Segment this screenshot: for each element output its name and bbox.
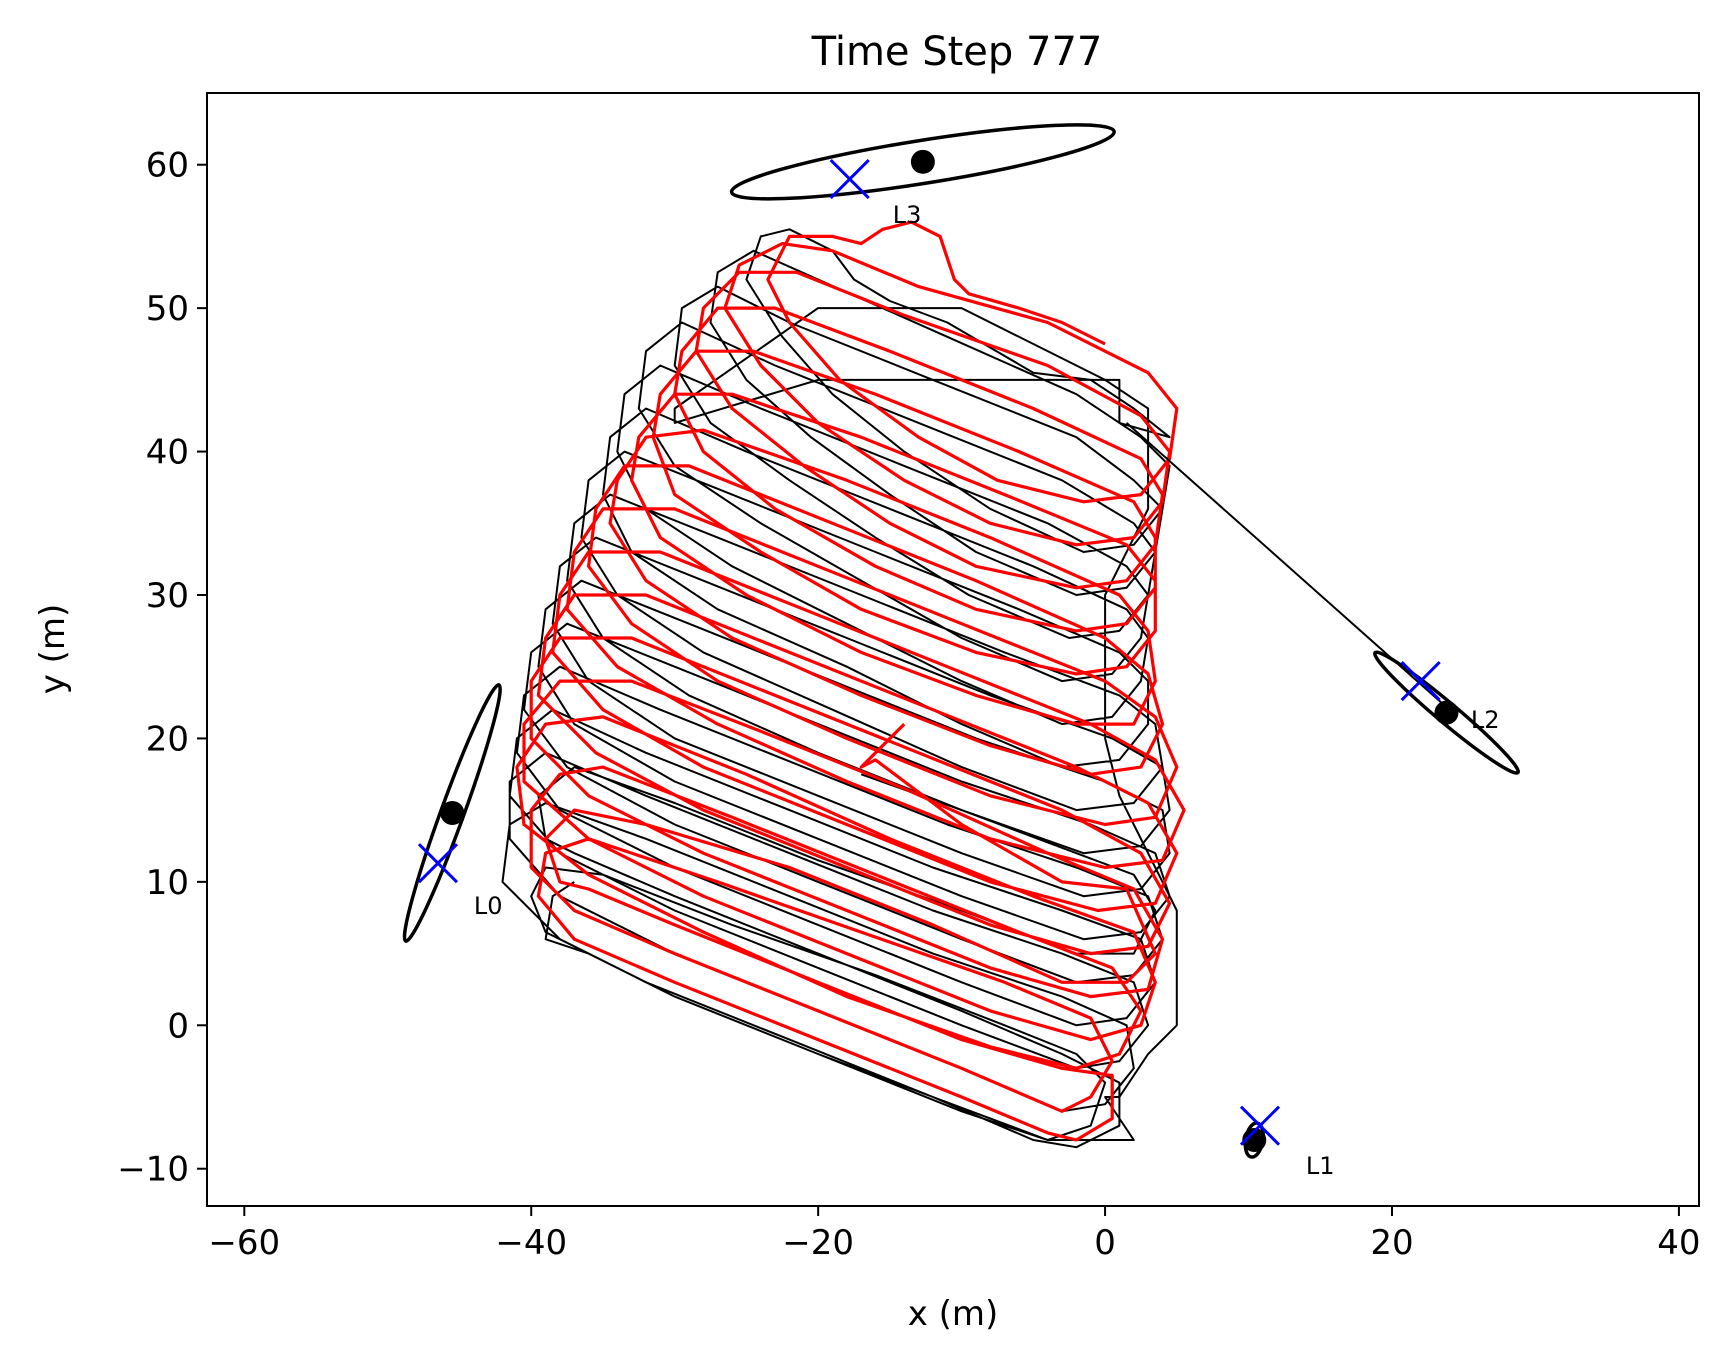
y-tick-label: 40 — [146, 433, 189, 473]
y-axis: −10 0 10 20 30 40 50 60 — [117, 146, 207, 1190]
y-tick-label: 20 — [146, 719, 189, 759]
landmark-L3-estimate-marker — [910, 149, 935, 174]
landmark-L2-estimate-marker — [1434, 700, 1459, 725]
y-tick-label: 50 — [146, 289, 189, 329]
x-tick-label: 0 — [1094, 1223, 1116, 1263]
x-axis-label: x (m) — [908, 1294, 999, 1334]
landmark-L3-true-marker — [829, 158, 870, 200]
axes-frame — [206, 92, 1700, 1207]
landmark-L1-estimate-marker — [1242, 1128, 1267, 1153]
y-tick-label: 0 — [167, 1006, 189, 1046]
x-tick-label: 20 — [1370, 1223, 1413, 1263]
true-marker-stroke — [1400, 660, 1441, 702]
landmark-L2-true-marker — [1400, 660, 1441, 702]
landmark-L1-label: L1 — [1306, 1152, 1335, 1180]
landmark-L0-true-marker — [417, 843, 459, 884]
true-marker-stroke — [417, 843, 459, 884]
x-tick-label: −60 — [208, 1223, 280, 1263]
true-marker-stroke — [829, 158, 870, 200]
true-marker-stroke — [1239, 1105, 1281, 1146]
x-axis: −60 −40 −20 0 20 40 — [208, 1206, 1701, 1263]
y-tick-label: 60 — [146, 146, 189, 186]
y-tick-label: 30 — [146, 576, 189, 616]
y-axis-label: y (m) — [33, 604, 73, 695]
estimated-trajectory-line — [515, 220, 1186, 1142]
chart-title: Time Step 777 — [811, 29, 1103, 75]
x-tick-label: 40 — [1657, 1223, 1700, 1263]
landmark-L0-estimate-marker — [440, 801, 465, 826]
plot-area: L0 L1 L2 L3 — [402, 123, 1520, 1180]
x-tick-label: −20 — [782, 1223, 854, 1263]
y-tick-label: −10 — [117, 1150, 189, 1190]
landmark-L3-covariance-ellipse — [729, 123, 1116, 201]
y-tick-label: 10 — [146, 863, 189, 903]
landmark-L3-label: L3 — [893, 201, 922, 229]
landmark-L2-label: L2 — [1471, 706, 1500, 734]
x-tick-label: −40 — [495, 1223, 567, 1263]
landmark-L1-true-marker — [1239, 1105, 1281, 1146]
landmark-L0-label: L0 — [474, 892, 503, 920]
